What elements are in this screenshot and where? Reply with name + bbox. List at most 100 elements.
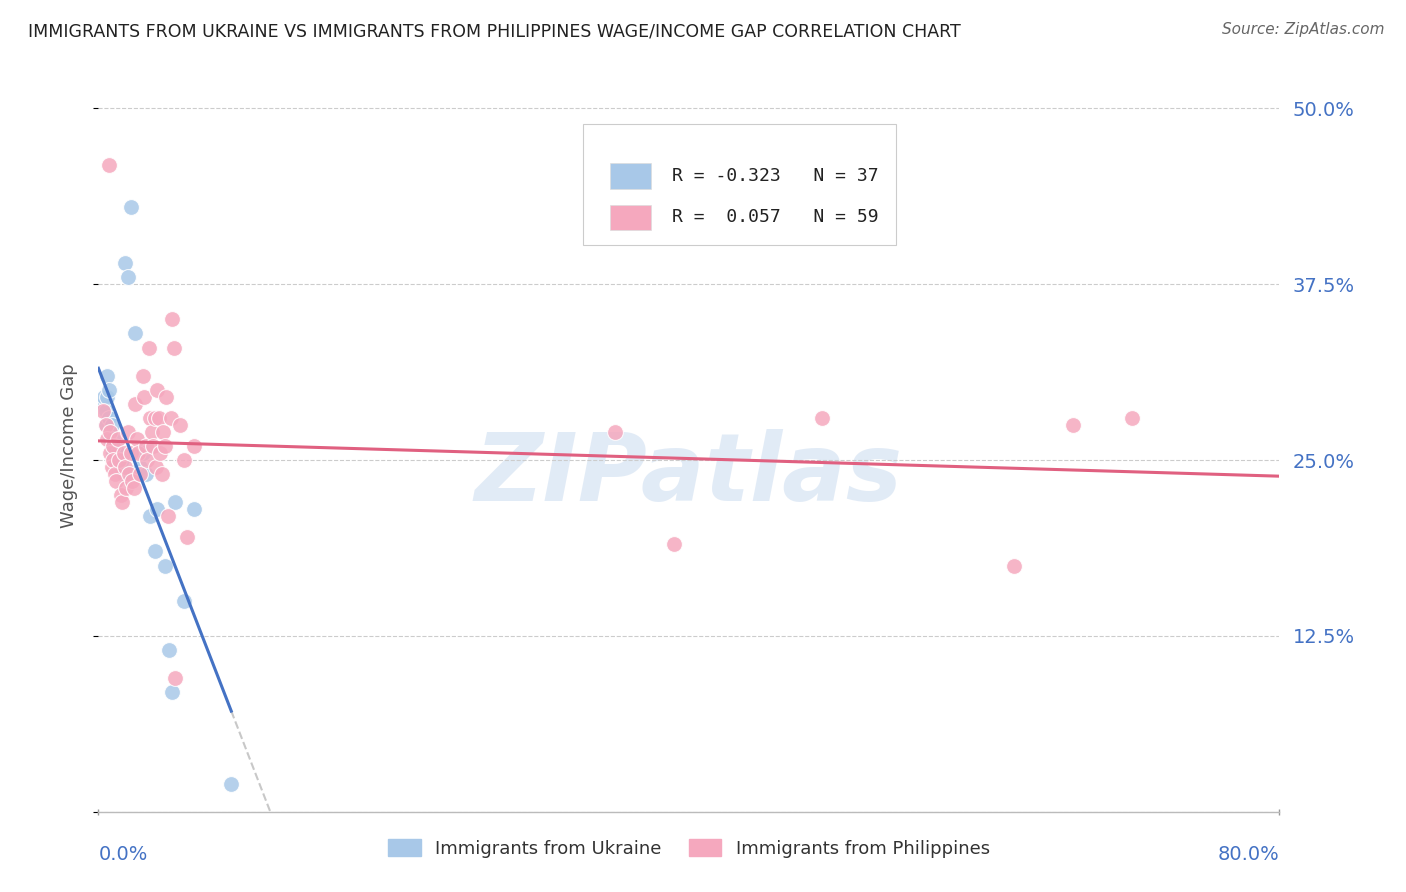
Text: 80.0%: 80.0% [1218,845,1279,863]
Point [105,474,128,488]
Point [110,488,132,502]
Point [664,537,686,551]
Point [94,417,117,432]
Point [127,446,149,460]
Point [104,467,127,482]
Point [93,390,115,404]
Point [111,495,134,509]
Point [152,425,174,439]
Point [162,685,183,699]
Point [605,425,627,439]
Point [135,439,157,453]
Point [138,341,160,355]
Point [97,410,120,425]
Point [149,446,172,460]
Point [163,341,186,355]
Point [183,502,205,516]
Point [219,776,242,790]
Point [128,460,150,475]
Point [125,432,148,446]
Point [1121,410,1143,425]
Point [115,481,138,495]
Point [96,390,118,404]
Point [108,453,131,467]
Point [124,326,146,341]
Point [176,530,198,544]
Point [96,368,118,383]
Point [143,410,166,425]
Point [97,158,120,172]
Point [132,446,155,460]
Point [139,410,162,425]
Point [100,439,122,453]
Point [94,417,117,432]
Point [162,312,183,326]
Point [98,446,121,460]
Point [98,432,121,446]
Point [91,397,114,411]
Point [169,417,191,432]
Point [120,200,142,214]
Point [118,467,141,482]
Point [98,425,121,439]
Point [103,439,125,453]
Point [155,390,177,404]
FancyBboxPatch shape [582,124,896,245]
Point [173,593,195,607]
Point [111,453,134,467]
FancyBboxPatch shape [610,204,651,230]
Point [124,397,146,411]
Point [143,544,166,558]
Point [117,425,139,439]
Text: Source: ZipAtlas.com: Source: ZipAtlas.com [1222,22,1385,37]
Point [122,481,145,495]
Point [91,404,114,418]
Legend: Immigrants from Ukraine, Immigrants from Philippines: Immigrants from Ukraine, Immigrants from… [381,832,997,865]
Point [120,446,142,460]
Point [98,425,121,439]
Point [165,671,187,685]
Point [103,432,125,446]
Point [141,425,163,439]
Point [153,439,176,453]
Point [103,453,125,467]
Point [107,432,129,446]
FancyBboxPatch shape [610,163,651,189]
Text: R =  0.057   N = 59: R = 0.057 N = 59 [672,209,879,227]
Point [107,446,129,460]
Point [128,467,150,482]
Point [145,460,167,475]
Point [139,509,162,524]
Point [103,446,125,460]
Point [94,404,117,418]
Point [1062,417,1084,432]
Point [110,460,132,475]
Point [114,256,136,270]
Point [112,446,135,460]
Point [135,467,157,482]
Text: ZIPatlas: ZIPatlas [475,429,903,521]
Point [159,410,181,425]
Text: IMMIGRANTS FROM UKRAINE VS IMMIGRANTS FROM PHILIPPINES WAGE/INCOME GAP CORRELATI: IMMIGRANTS FROM UKRAINE VS IMMIGRANTS FR… [28,22,960,40]
Point [153,558,176,573]
Text: R = -0.323   N = 37: R = -0.323 N = 37 [672,167,879,185]
Point [112,467,135,482]
Point [97,383,120,397]
Point [810,410,832,425]
Point [134,390,156,404]
Point [142,439,165,453]
Point [132,368,155,383]
Point [100,417,122,432]
Point [1002,558,1025,573]
Point [183,439,205,453]
Text: 0.0%: 0.0% [98,845,148,863]
Point [173,453,195,467]
Point [148,410,170,425]
Point [105,453,128,467]
Point [96,432,118,446]
Point [121,474,143,488]
Point [165,495,187,509]
Y-axis label: Wage/Income Gap: Wage/Income Gap [59,364,77,528]
Point [104,439,127,453]
Point [117,270,139,285]
